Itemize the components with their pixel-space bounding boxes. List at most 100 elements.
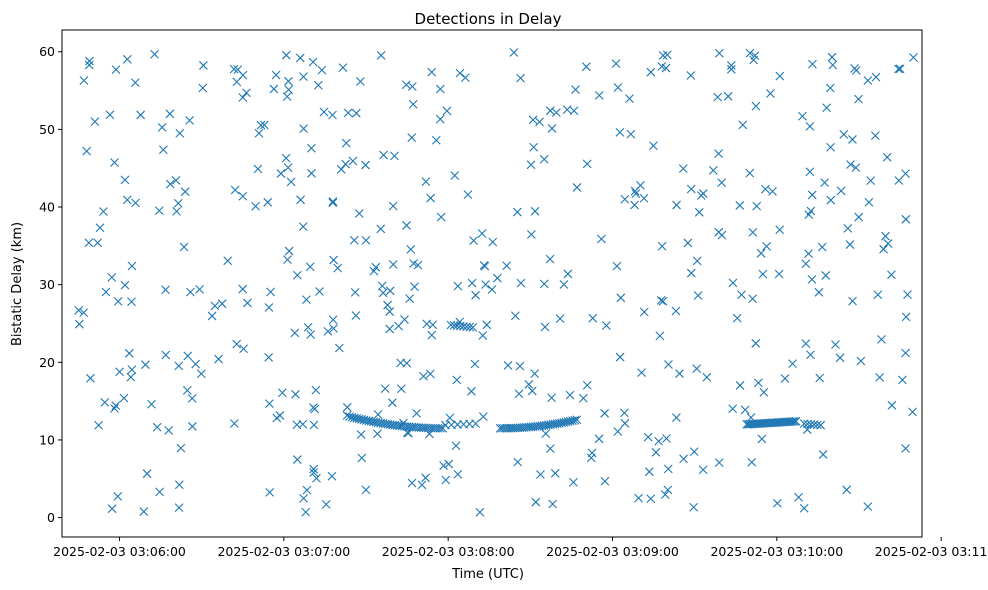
detection-point <box>798 111 807 121</box>
detection-point <box>678 164 688 174</box>
detection-point <box>305 262 315 272</box>
detection-point <box>210 301 220 311</box>
y-tick-label: 60 <box>39 44 55 59</box>
detection-point <box>176 443 186 453</box>
detection-point <box>740 405 750 415</box>
detection-point <box>615 127 625 137</box>
detection-point <box>498 423 507 433</box>
detection-point <box>692 256 702 266</box>
detection-point <box>887 270 896 280</box>
detection-point <box>74 319 84 329</box>
detection-point <box>179 242 189 252</box>
detection-point <box>136 110 146 120</box>
detection-point <box>601 321 611 330</box>
detection-point <box>643 432 653 442</box>
detection-point <box>291 389 300 399</box>
detection-point <box>756 248 766 258</box>
detection-point <box>524 380 534 389</box>
detection-point <box>745 48 755 58</box>
detection-point <box>866 176 876 185</box>
y-tick-label: 10 <box>39 432 55 447</box>
detection-point <box>612 261 622 271</box>
detection-point <box>887 400 897 410</box>
detection-point <box>428 320 438 330</box>
detection-point <box>791 416 801 426</box>
detection-point <box>816 420 826 430</box>
detection-point <box>264 303 274 312</box>
detection-point <box>657 241 667 251</box>
detection-point <box>631 189 641 199</box>
detection-point <box>407 133 417 143</box>
detection-point <box>732 313 742 323</box>
detection-point <box>313 80 323 90</box>
detection-point <box>728 404 738 414</box>
detection-point <box>376 224 386 234</box>
detection-point <box>801 259 811 269</box>
detection-point <box>299 124 308 134</box>
detection-point <box>131 198 140 208</box>
detection-point <box>657 62 667 71</box>
detection-point <box>686 71 696 80</box>
detection-point <box>854 212 864 222</box>
detection-point <box>74 306 84 315</box>
detection-point <box>468 322 478 332</box>
detection-point <box>450 171 460 180</box>
detection-point <box>875 373 885 382</box>
detection-point <box>361 236 371 245</box>
detection-point <box>572 415 582 425</box>
detection-point <box>467 386 476 396</box>
detection-point <box>528 115 538 125</box>
detection-point <box>812 420 822 430</box>
detection-point <box>806 206 816 216</box>
detection-point <box>284 76 293 86</box>
detection-point <box>282 92 292 102</box>
detection-point <box>570 415 580 425</box>
detection-point <box>341 138 351 148</box>
detection-point <box>86 373 95 383</box>
detection-point <box>827 52 837 62</box>
detection-point <box>119 393 129 403</box>
detection-point <box>637 368 646 378</box>
detection-point <box>191 359 201 369</box>
detection-point <box>808 59 817 69</box>
detection-point <box>107 504 117 514</box>
detection-point <box>256 120 266 130</box>
detection-point <box>409 259 418 268</box>
detection-point <box>766 89 775 98</box>
detection-point <box>714 149 723 158</box>
detection-point <box>578 393 588 403</box>
detection-point <box>620 194 630 204</box>
detection-point <box>198 83 208 93</box>
detection-point <box>848 296 857 306</box>
detection-point <box>588 313 598 323</box>
detection-point <box>854 94 863 104</box>
detection-point <box>901 444 910 453</box>
detection-point <box>788 417 798 426</box>
detection-point <box>594 90 604 100</box>
detection-point <box>195 284 204 294</box>
x-tick-label: 2025-02-03 03:08:00 <box>382 544 515 559</box>
detection-point <box>110 404 119 413</box>
detection-point <box>758 269 768 279</box>
detection-point <box>350 287 360 297</box>
y-axis-label: Bistatic Delay (km) <box>10 222 25 346</box>
detection-point <box>825 83 835 93</box>
detection-point <box>774 269 784 279</box>
marker-layer <box>74 48 918 517</box>
detection-point <box>93 238 102 248</box>
detection-point <box>492 273 502 283</box>
detection-point <box>387 398 397 408</box>
detection-point <box>569 106 579 116</box>
detection-point <box>881 231 890 241</box>
detection-point <box>303 322 313 332</box>
detection-point <box>708 166 718 175</box>
detection-point <box>99 207 108 216</box>
detection-point <box>698 189 708 198</box>
detection-point <box>761 184 770 194</box>
y-tick-label: 0 <box>47 510 55 525</box>
detection-point <box>750 51 760 61</box>
detection-point <box>748 294 757 304</box>
detection-point <box>545 106 555 116</box>
detection-point <box>302 485 312 495</box>
detection-point <box>348 156 358 166</box>
